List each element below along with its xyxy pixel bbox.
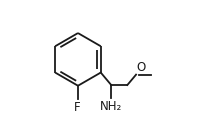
Text: O: O	[136, 61, 146, 74]
Text: F: F	[74, 101, 81, 114]
Text: NH₂: NH₂	[100, 99, 122, 113]
